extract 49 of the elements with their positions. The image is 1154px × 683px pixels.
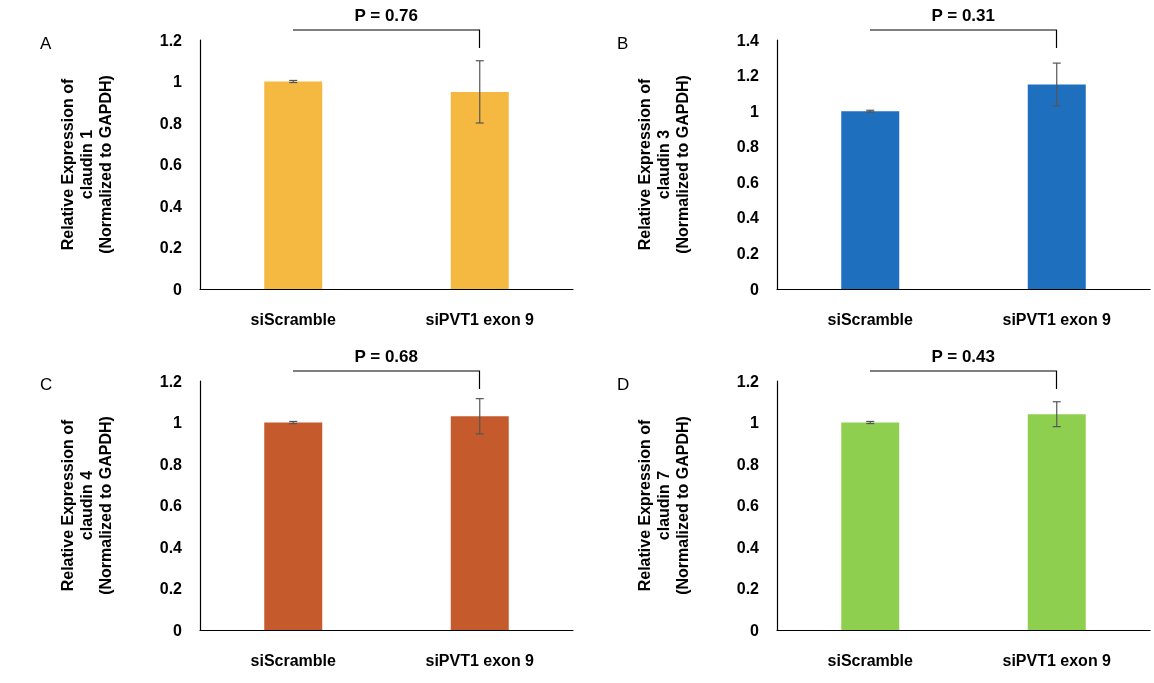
text: D (617, 375, 630, 395)
x-tick-label: siPVT1 exon 9 (425, 310, 535, 328)
y-tick-label: 1.4 (736, 31, 760, 49)
y-tick-label: 1.2 (159, 31, 183, 49)
text: P = 0.68 (354, 347, 418, 367)
y-tick-label: 0.2 (159, 580, 183, 597)
x-tick-label: siScramble (827, 310, 914, 328)
text: C (40, 375, 53, 395)
text: P = 0.31 (931, 6, 995, 26)
y-tick-label: 1 (750, 102, 760, 120)
y-tick-label: 0.8 (159, 455, 183, 473)
y-tick-label: 0.6 (159, 497, 183, 514)
y-tick-label: 1 (750, 414, 760, 431)
x-tick-label: siScramble (827, 651, 914, 669)
y-tick-label: 0 (750, 280, 760, 298)
y-tick-label: 0 (173, 280, 183, 298)
x-tick-label: siScramble (250, 310, 337, 328)
y-tick-label: 0 (173, 621, 183, 639)
text: B (617, 34, 629, 54)
y-tick-label: 0.4 (736, 209, 760, 227)
y-tick-label: 0.6 (159, 156, 183, 173)
y-axis-title: Relative Expression of claudin 3 (Normalized to GAPDH) (636, 75, 691, 254)
y-tick-label: 1.2 (736, 67, 760, 85)
x-tick-label: siPVT1 exon 9 (1002, 651, 1112, 669)
y-tick-label: 0.4 (159, 538, 183, 556)
y-tick-label: 1 (173, 414, 183, 431)
y-tick-label: 0 (750, 621, 760, 639)
y-tick-label: 1 (173, 73, 183, 90)
y-tick-label: 0.6 (736, 497, 760, 514)
x-tick-label: siPVT1 exon 9 (425, 651, 535, 669)
y-tick-label: 0.8 (159, 114, 183, 132)
y-tick-label: 0.4 (159, 197, 183, 215)
y-axis-title: Relative Expression of claudin 7 (Normalized to GAPDH) (636, 416, 691, 595)
y-tick-label: 0.2 (736, 244, 760, 262)
y-axis-title: Relative Expression of claudin 1 (Normalized to GAPDH) (59, 75, 114, 254)
y-tick-label: 0.6 (736, 173, 760, 191)
y-tick-label: 1.2 (736, 372, 760, 390)
text: A (40, 34, 52, 54)
y-tick-label: 0.8 (736, 455, 760, 473)
y-tick-label: 1.2 (159, 372, 183, 390)
text: P = 0.43 (931, 347, 995, 367)
y-tick-label: 0.2 (736, 580, 760, 597)
x-tick-label: siPVT1 exon 9 (1002, 310, 1112, 328)
text: P = 0.76 (354, 6, 418, 26)
y-tick-label: 0.4 (736, 538, 760, 556)
x-tick-label: siScramble (250, 651, 337, 669)
y-tick-label: 0.8 (736, 138, 760, 156)
y-tick-label: 0.2 (159, 239, 183, 256)
y-axis-title: Relative Expression of claudin 4 (Normalized to GAPDH) (59, 416, 114, 595)
